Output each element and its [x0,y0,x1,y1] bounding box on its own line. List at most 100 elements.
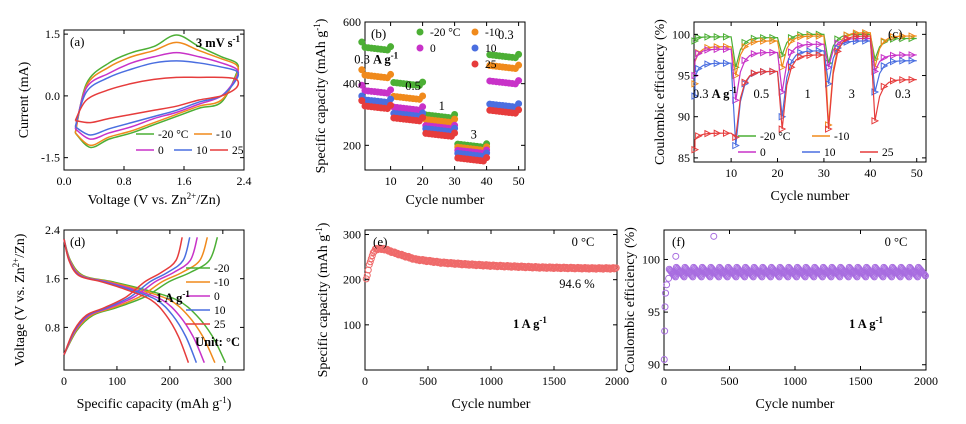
ce-point [696,271,704,279]
ce-marker-4 [815,51,824,59]
ce-point [680,273,688,281]
ce-marker-3 [871,88,880,96]
ce-point [723,273,731,281]
panel-b-ylabel: Specific capacity (mAh g-1) [312,18,329,173]
scan-rate-title: 3 mV s-1 [196,34,241,50]
gcd-legend-label-1: -10 [214,277,230,289]
gcd-discharge-4 [63,238,190,363]
ce-marker-1 [732,71,740,80]
ce-point [672,273,680,281]
panel-c-ytick-label: 100 [672,27,690,41]
ce-point [844,272,852,280]
legend-label-4: 25 [232,145,244,157]
gcd-unit-label: Unit: °C [195,335,240,349]
panel-e-xtick-label: 1500 [542,374,566,388]
ce-rate-label-main: 0.3 [693,87,712,101]
ce-rate-label-2: 1 [805,87,811,101]
ce-marker-4 [760,67,768,76]
ce-point [774,272,782,280]
rate-point-2 [515,77,523,85]
panel-b-xtick-label: 50 [513,174,525,188]
ce-point [713,271,721,279]
ce-point [731,272,739,280]
panel-f-ylabel: Coulombic efficiency (%) [623,227,638,373]
panel-d-ytick-label: 1.6 [45,272,60,286]
ce-legend-label-3: 10 [824,147,836,159]
ce-marker-4 [852,32,861,41]
panel-b-xtick-label: 30 [449,174,461,188]
rate-point-2 [358,81,366,89]
panel-e-ytick-label: 300 [343,228,361,242]
cv-curve-4 [74,76,240,124]
ce-point [870,273,878,281]
panel-a-ytick-label: -1.5 [41,151,60,165]
ce-marker-2 [815,40,824,49]
panel-a-ytick-label: 1.5 [45,27,60,41]
ce-point [836,273,844,281]
capacity-point [612,264,620,272]
panel-b-ylabel-tail: ) [314,18,329,23]
ce-marker-0 [704,33,713,41]
rate-point-3 [515,100,523,108]
ce-point [732,273,740,281]
panel-e: 0 500 1000 1500 2000 100 200 300 (e) 0 °C 94.6 % 1 … [314,222,629,412]
rate-label-sup: -1 [391,51,399,61]
ce-marker-4 [825,125,833,133]
legend-label-1: -10 [216,129,232,141]
ce-point [886,271,894,279]
gcd-legend-label-0: -20 [214,263,230,275]
panel-f-current: 1 A g-1 [849,315,883,331]
ce-marker-2 [825,63,833,72]
rate-point-0 [358,38,366,46]
ce-point [835,272,843,280]
panel-a-xtick-label: 2.4 [237,174,252,188]
panel-d-ytick-label: 2.4 [45,223,60,237]
ce-point [800,271,808,279]
ce-point [741,273,749,281]
scan-rate-sup: -1 [233,34,241,44]
ce-point [662,289,670,297]
ce-marker-2 [722,45,731,54]
ce-marker-3 [722,59,731,68]
ce-point [860,271,868,279]
ce-point [687,271,695,279]
ce-point [810,273,818,281]
gcd-charge-4 [63,237,183,356]
panel-b-ytick-label: 400 [343,77,361,91]
ce-point [715,273,723,281]
ce-point [679,272,687,280]
panel-f-ytick-label: 95 [648,305,660,319]
ce-point [705,272,713,280]
panel-d-frame [63,229,245,371]
ce-marker-4 [899,76,907,84]
ce-outlier [710,232,718,240]
rate-label-4: 0.3 [498,28,514,42]
ce-marker-4 [695,132,703,140]
ce-marker-1 [787,37,796,45]
ce-point [852,272,860,280]
ce-point [679,271,687,279]
panel-b-ylabel-main: Specific capacity (mAh g [314,31,329,174]
panel-a-frame [63,29,245,171]
ce-marker-0 [695,33,703,42]
capacity-point [368,252,376,260]
rate-label-main: 1 [439,99,445,113]
ce-marker-0 [741,38,750,47]
ce-marker-2 [704,46,713,54]
panel-d-ylabel-main: Voltage (V vs. Zn [13,267,28,366]
ce-marker-2 [760,48,768,57]
panel-b-ytick-label: 600 [343,15,361,29]
legend-marker-4 [471,60,479,68]
ce-point [782,271,790,279]
ce-marker-3 [880,62,889,70]
rate-point-1 [387,70,395,78]
panel-c-xlabel: Cycle number [771,189,850,204]
panel-b-xtick-label: 40 [481,174,493,188]
panel-b-ylabel-sup: -1 [312,23,322,31]
ce-point [921,271,929,279]
ce-point [808,271,816,279]
panel-a: 0.0 0.8 1.6 2.4 -1.5 0.0 1.5 (a) 3 mV s-1 Voltage… [17,27,252,208]
